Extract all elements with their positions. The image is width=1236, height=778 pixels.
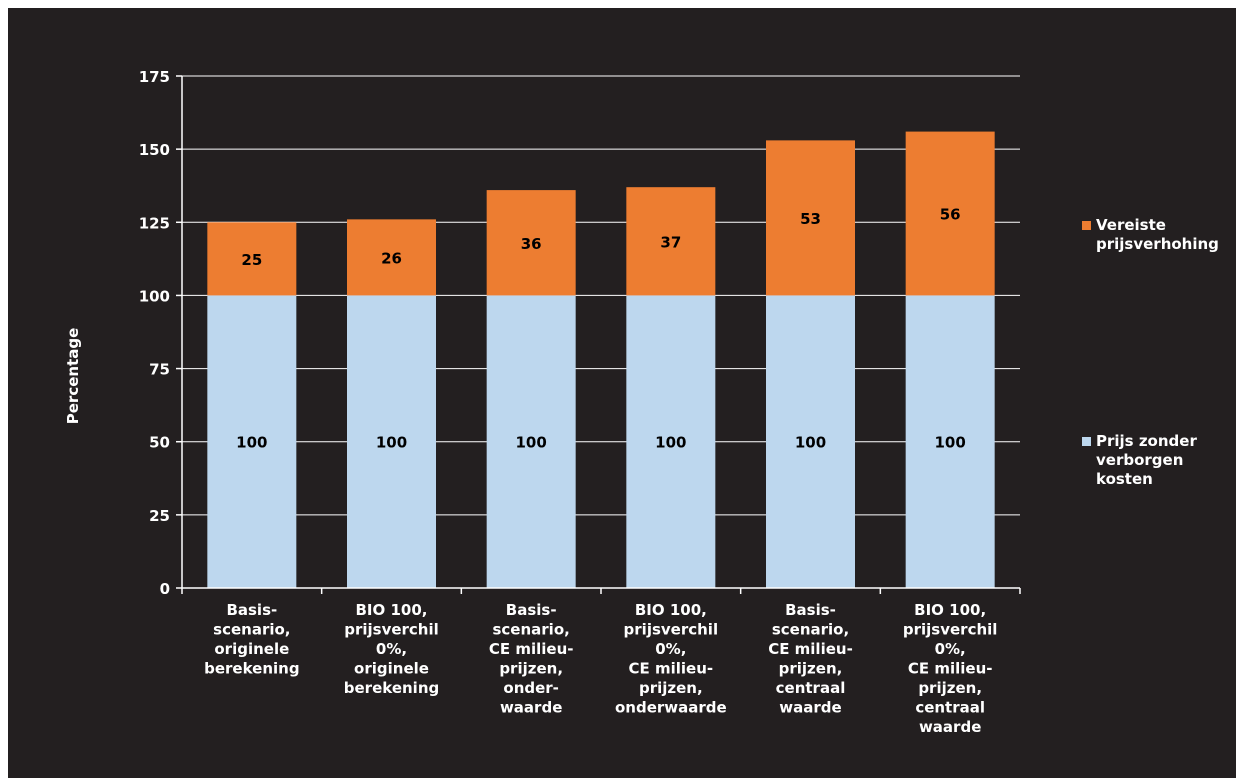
- x-tick-label: Basis-scenario, CE milieu-prijzen, onder-w…: [489, 601, 574, 717]
- data-label: 100: [795, 434, 826, 452]
- y-tick-label: 100: [139, 287, 170, 305]
- bar-vereiste: [766, 140, 855, 296]
- bar-prijs-zonder: [766, 295, 855, 588]
- legend-label-vereiste: Vereiste prijsverhohing: [1096, 216, 1219, 253]
- data-label: 100: [236, 434, 267, 452]
- legend-swatch-prijs: [1082, 437, 1091, 446]
- data-label: 37: [660, 233, 681, 251]
- legend-item-vereiste: Vereiste prijsverhohing: [1082, 216, 1219, 254]
- x-tick-label: Basis-scenario, originele berekening: [204, 601, 299, 678]
- x-tick-label: BIO 100, prijsverchil 0%, CE milieu-prijzen…: [615, 601, 727, 717]
- y-tick-label: 175: [139, 68, 170, 86]
- bar-prijs-zonder: [207, 295, 297, 588]
- stacked-bar-chart: 100 25 100 26 100 36 100 37 100 53 100 56 0 25 50 75 100…: [64, 68, 1021, 736]
- bar-prijs-zonder: [486, 295, 576, 588]
- y-tick-label: 50: [149, 434, 170, 452]
- data-label: 56: [940, 206, 961, 224]
- data-label: 100: [516, 434, 547, 452]
- legend-item-prijs: Prijs zonder verborgen kosten: [1082, 432, 1197, 489]
- legend-label-prijs: Prijs zonder verborgen kosten: [1096, 432, 1197, 488]
- data-label: 100: [655, 434, 686, 452]
- y-tick-label: 150: [139, 141, 170, 159]
- bar-prijs-zonder: [905, 295, 995, 588]
- data-label: 100: [935, 434, 966, 452]
- data-label: 26: [381, 249, 402, 267]
- data-label: 100: [376, 434, 407, 452]
- y-tick-label: 125: [139, 214, 170, 232]
- y-tick-label: 75: [149, 361, 170, 379]
- data-label: 36: [521, 235, 542, 253]
- chart-area: 100 25 100 26 100 36 100 37 100 53 100 56 0 25 50 75 100…: [8, 8, 1236, 778]
- bar-prijs-zonder: [626, 295, 716, 588]
- bar-vereiste: [905, 131, 995, 296]
- y-tick-label: 0: [160, 580, 170, 598]
- legend-swatch-vereiste: [1082, 221, 1091, 230]
- data-label: 53: [800, 210, 821, 228]
- x-tick-label: BIO 100, prijsverchil 0%, CE milieu-prijzen…: [903, 601, 998, 736]
- x-tick-label: BIO 100, prijsverchil 0%, originele berekeni…: [344, 601, 439, 697]
- bar-prijs-zonder: [347, 295, 436, 588]
- bar-vereiste: [347, 219, 436, 296]
- data-label: 25: [241, 251, 262, 269]
- bar-vereiste: [626, 187, 716, 296]
- bar-vereiste: [207, 222, 297, 296]
- y-axis-title: Percentage: [64, 328, 82, 425]
- bar-vereiste: [486, 190, 576, 296]
- y-tick-label: 25: [149, 507, 170, 525]
- x-tick-label: Basis-scenario, CE milieu-prijzen, centraa…: [768, 601, 853, 717]
